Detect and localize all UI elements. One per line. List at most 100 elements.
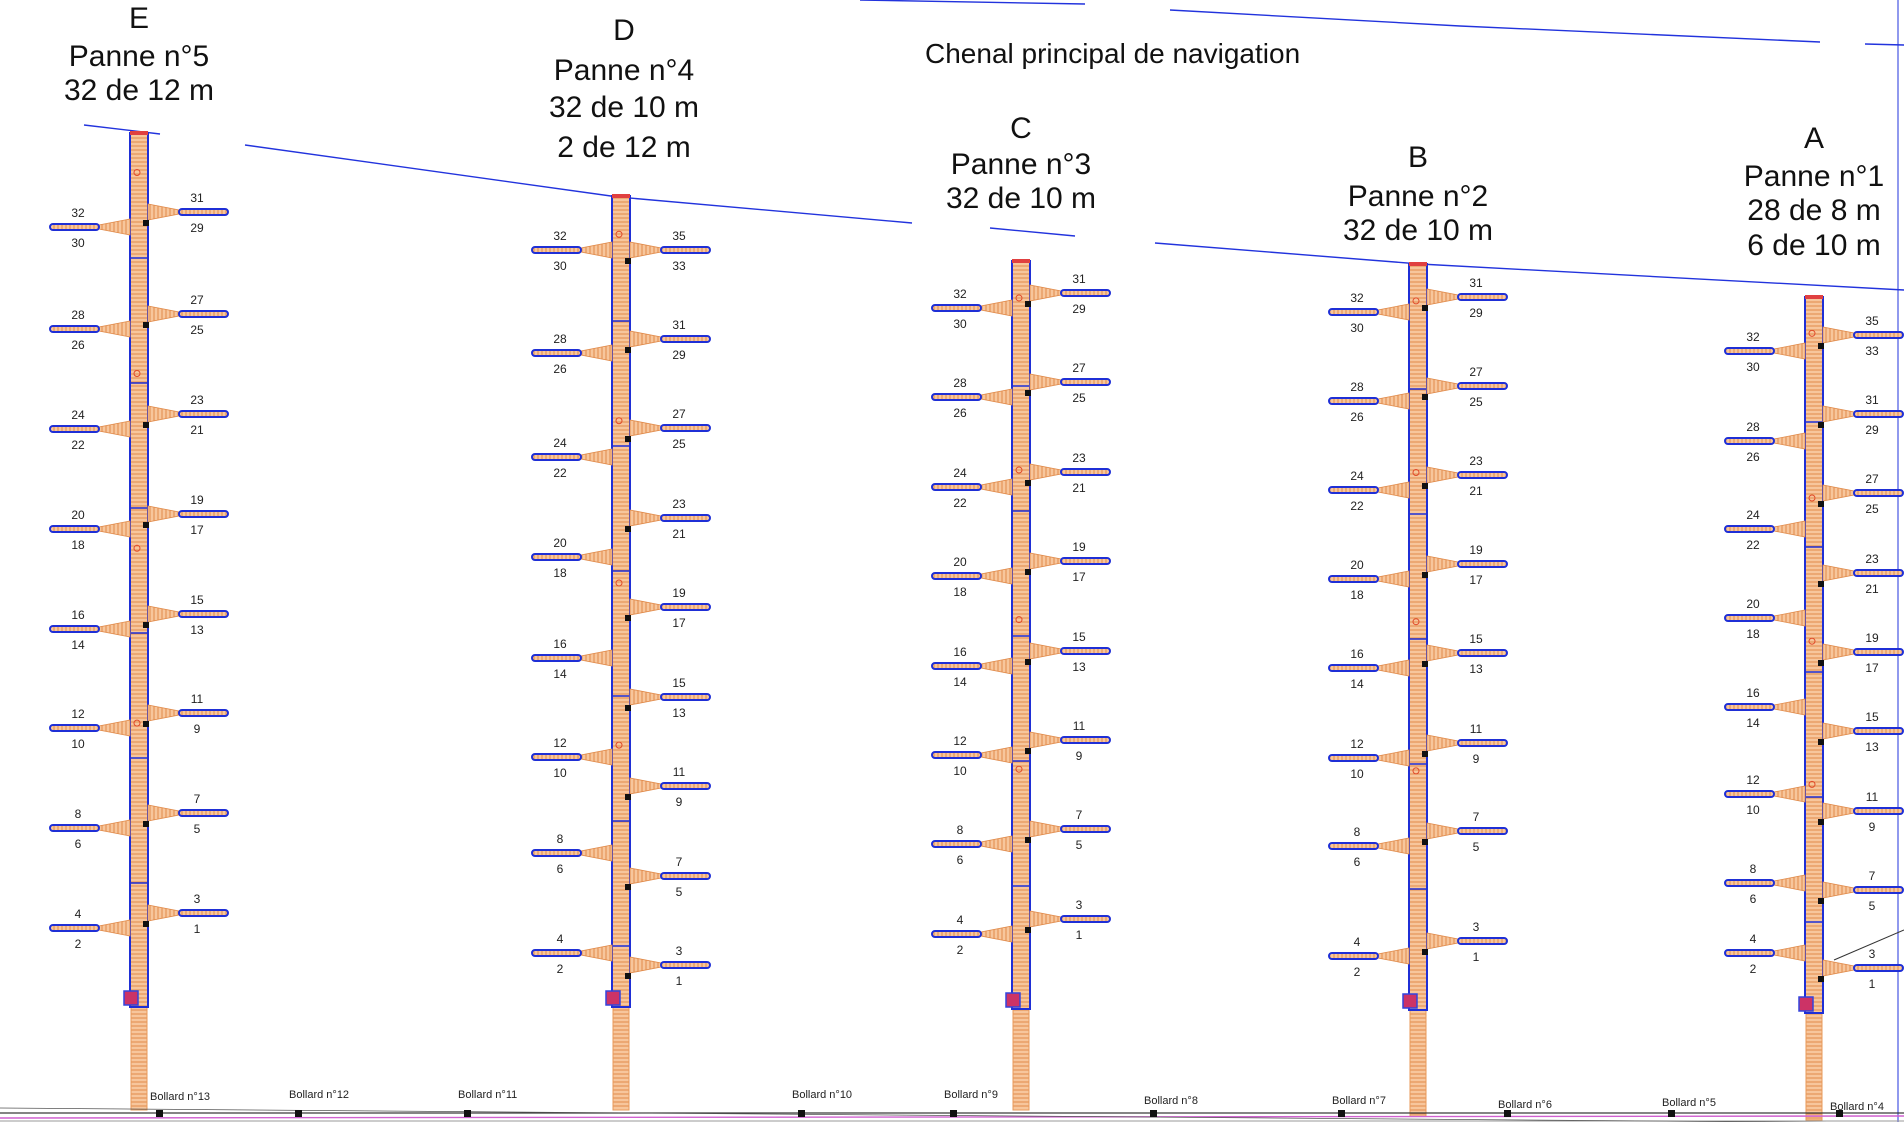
finger-left-arm <box>49 625 100 633</box>
finger-right: 23 21 <box>143 393 229 437</box>
berth-number: 12 <box>1746 773 1760 787</box>
finger-left-flare <box>980 835 1013 853</box>
gangway-gate <box>1402 993 1418 1009</box>
berth-number: 3 <box>1869 947 1876 961</box>
lamp-marker <box>133 168 141 176</box>
finger-left: 24 22 <box>1724 508 1806 552</box>
finger-right: 31 29 <box>1818 393 1904 437</box>
finger-right: 75 <box>143 792 229 836</box>
finger-right-arm <box>1060 557 1111 565</box>
berth-number: 8 <box>1750 862 1757 876</box>
lamp-marker <box>1412 469 1420 476</box>
finger-right: 31 <box>1025 898 1111 942</box>
berth-number: 29 <box>190 221 204 235</box>
finger-left: 12 10 <box>1328 737 1410 781</box>
bollard-label: Bollard n°8 <box>1144 1095 1198 1107</box>
lamp-marker <box>615 741 623 749</box>
gangway-gate <box>605 990 621 1006</box>
spine-head <box>130 131 148 135</box>
berth-number: 10 <box>71 737 85 751</box>
boundary-line-top-right <box>1169 9 1821 43</box>
berth-number: 20 <box>1746 597 1760 611</box>
berth-number: 11 <box>1866 790 1879 804</box>
finger-left-flare <box>98 919 131 937</box>
berth-number: 17 <box>1072 570 1086 584</box>
service-post <box>1025 301 1031 307</box>
berth-number: 10 <box>553 766 567 780</box>
finger-right-arm <box>1060 915 1111 923</box>
finger-left-arm <box>1328 754 1379 762</box>
service-post <box>1025 837 1031 843</box>
berth-number: 22 <box>553 466 567 480</box>
finger-left-arm <box>531 849 582 857</box>
berth-number: 27 <box>1072 361 1086 375</box>
finger-left-flare <box>980 567 1013 585</box>
berth-number: 17 <box>190 523 204 537</box>
finger-right: 31 <box>1818 947 1904 991</box>
berth-number: 32 <box>553 229 567 243</box>
finger-right-arm <box>178 410 229 418</box>
pontoon-title: Panne n°2 <box>1348 180 1488 213</box>
berth-number: 13 <box>1072 660 1086 674</box>
berth-number: 33 <box>672 259 686 273</box>
finger-right-arm <box>1853 489 1904 497</box>
berth-number: 21 <box>1865 582 1879 596</box>
berth-number: 15 <box>672 676 686 690</box>
pontoon-detail: 32 de 10 m <box>946 182 1096 215</box>
finger-right-flare <box>147 203 180 221</box>
finger-left-flare <box>580 748 613 766</box>
boundary-line-top <box>859 0 1086 5</box>
lamp-marker <box>1808 329 1816 337</box>
service-post <box>1025 659 1031 665</box>
berth-number: 29 <box>1072 302 1086 316</box>
berth-number: 13 <box>1469 662 1483 676</box>
finger-left-arm <box>931 572 982 580</box>
lamp-marker <box>1808 637 1816 645</box>
service-post <box>625 436 631 442</box>
berth-number: 15 <box>1072 630 1086 644</box>
finger-right-flare <box>147 605 180 623</box>
bollard-label: Bollard n°12 <box>289 1089 349 1101</box>
bollard-marker <box>1836 1110 1843 1117</box>
finger-left-flare <box>1377 570 1410 588</box>
bollard-marker <box>950 1110 957 1117</box>
finger-right-flare <box>1822 802 1855 820</box>
service-post <box>143 721 149 727</box>
pontoon-title: Panne n°3 <box>951 148 1091 181</box>
berth-number: 27 <box>190 293 204 307</box>
gangway-gate <box>1798 996 1814 1012</box>
bollard-label: Bollard n°6 <box>1498 1099 1552 1111</box>
berth-number: 1 <box>676 974 683 988</box>
access-walkway <box>1409 1009 1427 1117</box>
berth-number: 12 <box>553 736 567 750</box>
berth-number: 14 <box>953 675 967 689</box>
finger-left: 12 10 <box>1724 773 1806 817</box>
berth-number: 31 <box>672 318 686 332</box>
berth-number: 31 <box>190 191 204 205</box>
finger-left-arm <box>1328 397 1379 405</box>
finger-left-flare <box>580 649 613 667</box>
berth-number: 9 <box>1076 749 1083 763</box>
finger-left-arm <box>49 924 100 932</box>
finger-left: 42 <box>931 913 1013 957</box>
finger-right-arm <box>660 693 711 701</box>
finger-right-flare <box>1426 644 1459 662</box>
finger-left-flare <box>980 478 1013 496</box>
finger-left-flare <box>1377 481 1410 499</box>
berth-number: 25 <box>672 437 686 451</box>
finger-left: 42 <box>1724 932 1806 976</box>
berth-number: 21 <box>672 527 686 541</box>
finger-right-flare <box>1029 731 1062 749</box>
finger-left: 28 26 <box>49 308 131 352</box>
finger-right-arm <box>178 310 229 318</box>
finger-right-flare <box>1029 284 1062 302</box>
bollards-layer: Bollard n°13 Bollard n°12 Bollard n°11 Boll… <box>150 1089 1884 1117</box>
finger-left-flare <box>580 944 613 962</box>
finger-left-arm <box>931 840 982 848</box>
